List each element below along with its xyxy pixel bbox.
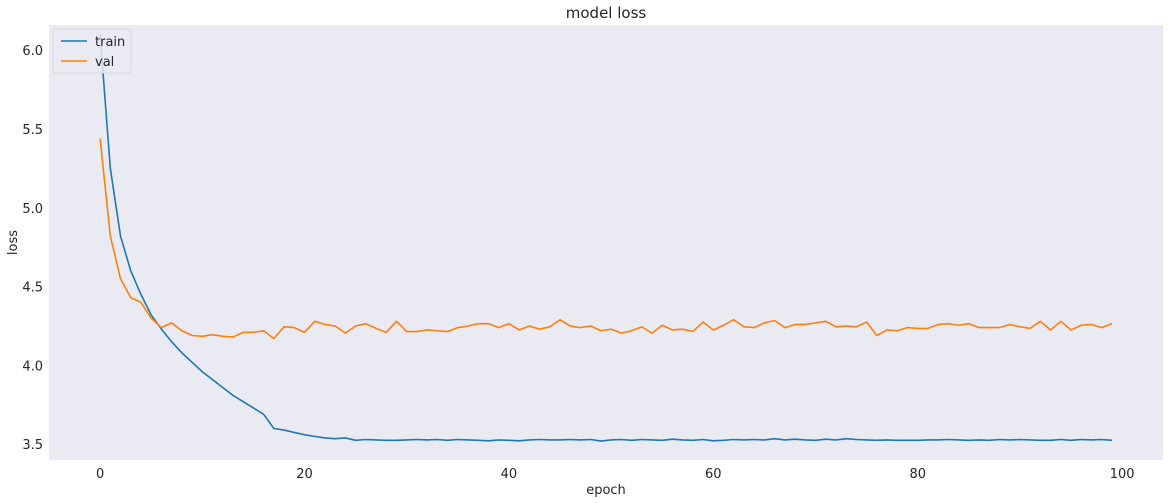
series-lines xyxy=(99,34,1113,442)
y-tick-label: 4.5 xyxy=(22,281,43,296)
x-tick-label: 0 xyxy=(96,467,104,482)
x-tick-label: 100 xyxy=(1110,467,1135,482)
y-tick-label: 4.0 xyxy=(22,359,43,374)
x-tick-label: 80 xyxy=(909,467,926,482)
x-axis-ticks: 0 20 40 60 80 100 xyxy=(96,467,1135,482)
x-axis-label: epoch xyxy=(586,483,626,498)
y-tick-label: 3.5 xyxy=(22,438,43,453)
x-tick-label: 40 xyxy=(501,467,518,482)
legend-label-val: val xyxy=(95,55,114,70)
legend: train val xyxy=(52,28,132,74)
y-axis-label: loss xyxy=(6,230,21,255)
legend-box xyxy=(52,28,132,74)
series-line-train xyxy=(99,34,1112,442)
plot-background xyxy=(49,25,1163,460)
legend-label-train: train xyxy=(95,35,125,50)
y-tick-label: 5.5 xyxy=(22,123,43,138)
y-tick-label: 6.0 xyxy=(22,44,43,59)
y-tick-label: 5.0 xyxy=(22,202,43,217)
y-axis-ticks: 3.5 4.0 4.5 5.0 5.5 6.0 xyxy=(22,44,43,453)
series-line-val xyxy=(99,138,1113,340)
x-tick-label: 20 xyxy=(296,467,313,482)
chart-title: model loss xyxy=(566,4,647,22)
x-tick-label: 60 xyxy=(705,467,722,482)
